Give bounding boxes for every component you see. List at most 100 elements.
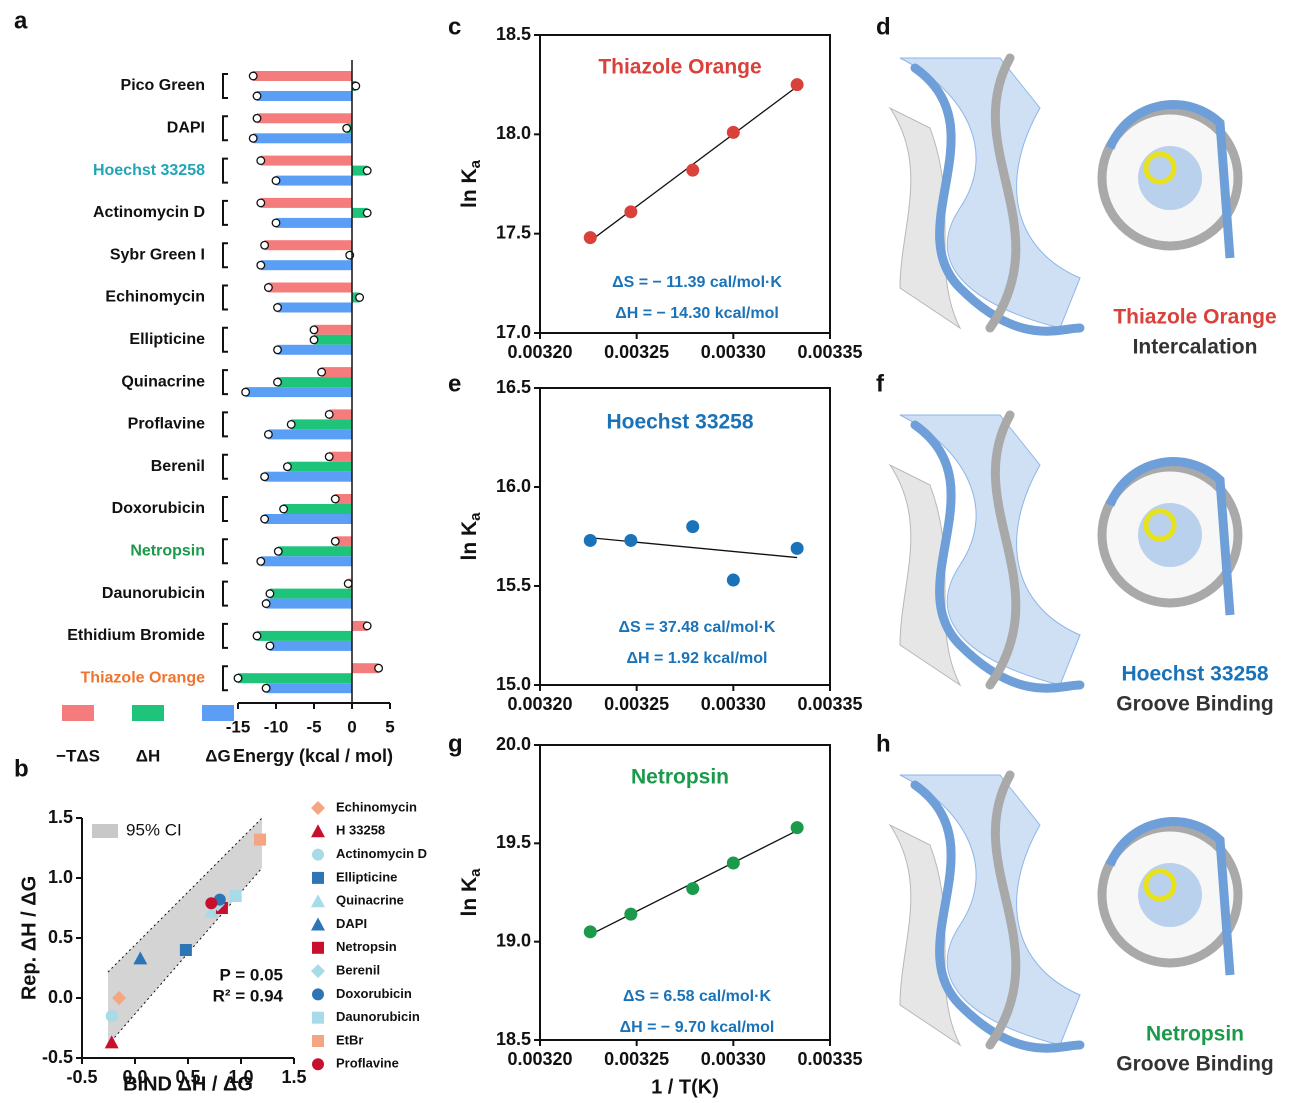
bar-end-dot [274, 304, 282, 312]
dna-illustration [890, 775, 1238, 1048]
bar-end-dot [274, 378, 282, 386]
y-axis-title-subscript: a [467, 512, 484, 521]
y-tick-label: 19.5 [496, 832, 531, 852]
annotation: R² = 0.94 [213, 986, 284, 1005]
x-tick-label: 0.00335 [797, 342, 862, 362]
bar [314, 325, 352, 335]
bar-end-dot [257, 199, 265, 207]
y-tick-label: 16.5 [496, 377, 531, 397]
legend-label: Daunorubicin [336, 1009, 420, 1024]
bar [265, 472, 352, 482]
legend-label: Doxorubicin [336, 986, 412, 1001]
bar-end-dot [249, 135, 257, 143]
fit-line [590, 538, 797, 558]
x-tick-label: 0.00330 [701, 342, 766, 362]
ci-legend-label: 95% CI [126, 820, 182, 839]
legend-marker [312, 988, 324, 1000]
point [791, 542, 804, 555]
point [686, 164, 699, 177]
point [624, 205, 637, 218]
bar-end-dot [266, 642, 274, 650]
figure: aPico GreenDAPIHoechst 33258Actinomycin … [0, 0, 1293, 1103]
point [727, 574, 740, 587]
bar-end-dot [352, 82, 360, 90]
chart-title: Netropsin [631, 766, 729, 789]
x-tick-label: 0.00320 [507, 1049, 572, 1069]
bar-end-dot [363, 622, 371, 630]
bracket [223, 286, 228, 310]
ci-legend-swatch [92, 824, 118, 838]
x-tick-label: 0.00325 [604, 694, 669, 714]
bar [268, 429, 352, 439]
panel-label: b [14, 755, 29, 782]
bar-end-dot [325, 453, 333, 461]
panel-label: e [448, 370, 461, 397]
y-tick-label: 19.0 [496, 930, 531, 950]
bar-end-dot [234, 674, 242, 682]
x-tick-label: -10 [264, 717, 289, 736]
bar-end-dot [272, 219, 280, 227]
point [205, 897, 217, 909]
bar-end-dot [363, 167, 371, 175]
annotation: ΔH = − 14.30 kcal/mol [615, 305, 779, 322]
confidence-band [108, 818, 262, 1045]
point [624, 908, 637, 921]
bar [278, 345, 352, 355]
point [727, 126, 740, 139]
legend-label: −TΔS [56, 746, 100, 765]
bar-end-dot [257, 558, 265, 566]
bar [284, 504, 352, 514]
x-tick-label: 0 [347, 717, 356, 736]
y-axis-title: ln Ka [458, 868, 484, 917]
x-tick-label: 5 [385, 717, 394, 736]
structure-mode: Intercalation [1133, 336, 1258, 359]
point [791, 78, 804, 91]
bar-end-dot [363, 209, 371, 217]
bar [278, 303, 352, 313]
x-axis-title: Energy (kcal / mol) [233, 746, 393, 766]
bracket [223, 412, 228, 436]
point [254, 834, 266, 846]
legend-label: H 33258 [336, 823, 385, 838]
legend-label: ΔG [205, 746, 230, 765]
bar [278, 377, 352, 387]
y-axis-title-subscript: a [467, 868, 484, 877]
category-label: Sybr Green I [110, 246, 205, 263]
bar-end-dot [331, 495, 339, 503]
bar-end-dot [375, 664, 383, 672]
bar-end-dot [331, 538, 339, 546]
annotation: ΔS = 6.58 cal/mol·K [623, 988, 771, 1005]
x-tick-label: 0.00325 [604, 1049, 669, 1069]
x-tick-label: 0.00320 [507, 342, 572, 362]
bracket [223, 497, 228, 521]
legend-marker [311, 918, 325, 931]
bar-end-dot [265, 284, 273, 292]
y-tick-label: -0.5 [42, 1047, 73, 1067]
bar [246, 387, 352, 397]
bar [276, 218, 352, 228]
dna-illustration [890, 415, 1238, 688]
bar-end-dot [242, 388, 250, 396]
point [686, 520, 699, 533]
structure-mode: Groove Binding [1116, 1053, 1274, 1076]
y-tick-label: 17.5 [496, 222, 531, 242]
bar-end-dot [325, 411, 333, 419]
bar-end-dot [343, 125, 351, 133]
bar-end-dot [265, 431, 273, 439]
y-tick-label: 20.0 [496, 734, 531, 754]
bracket [223, 159, 228, 183]
bracket [223, 455, 228, 479]
legend-label: Echinomycin [336, 799, 417, 814]
category-label: Berenil [151, 458, 205, 475]
structure-mode: Groove Binding [1116, 693, 1274, 716]
y-tick-label: 18.5 [496, 24, 531, 44]
bar-end-dot [253, 92, 261, 100]
x-tick-label: 0.00320 [507, 694, 572, 714]
annotation: ΔS = 37.48 cal/mol·K [619, 619, 776, 636]
bar-end-dot [310, 326, 318, 334]
panel-label: h [876, 730, 891, 757]
legend-marker [312, 849, 324, 861]
bar-end-dot [262, 684, 270, 692]
bracket [223, 116, 228, 140]
category-label: Quinacrine [121, 373, 205, 390]
